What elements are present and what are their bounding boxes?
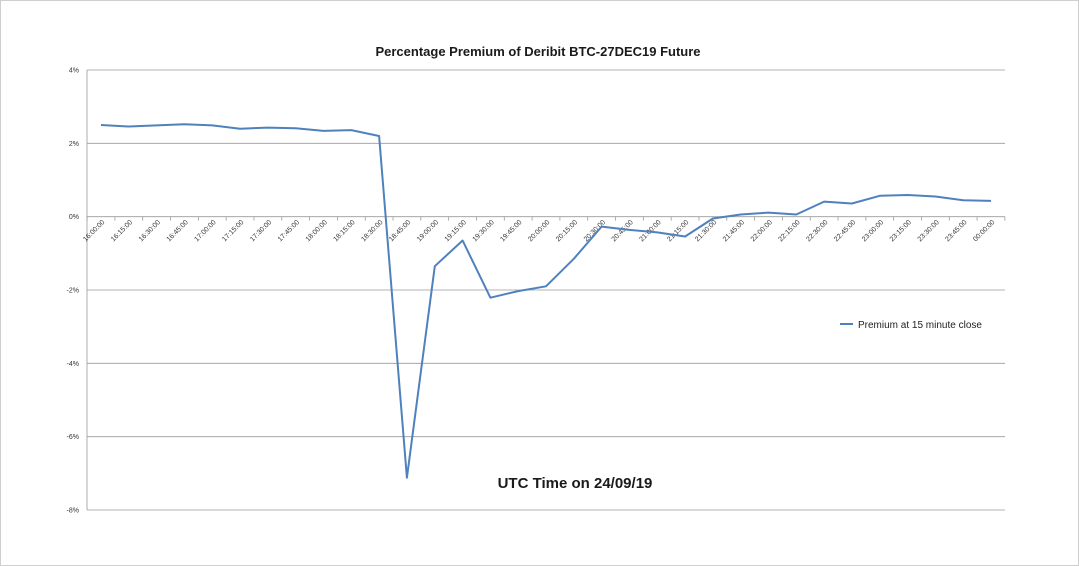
y-tick-label: 2%	[69, 141, 79, 148]
x-tick-label: 16:45:00	[166, 219, 190, 243]
x-tick-label: 16:15:00	[110, 219, 134, 243]
x-tick-label: 17:00:00	[193, 219, 217, 243]
x-tick-label: 19:30:00	[472, 219, 496, 243]
x-tick-label: 00:00:00	[972, 219, 996, 243]
x-tick-label: 19:15:00	[444, 219, 468, 243]
y-tick-label: -2%	[67, 288, 79, 295]
x-tick-label: 16:30:00	[138, 219, 162, 243]
x-axis-label: UTC Time on 24/09/19	[498, 475, 653, 492]
x-tick-label: 16:00:00	[82, 219, 106, 243]
x-tick-label: 17:15:00	[221, 219, 245, 243]
series-layer	[100, 123, 992, 479]
x-tick-label: 18:15:00	[333, 219, 357, 243]
x-tick-label: 21:45:00	[722, 219, 746, 243]
x-tick-label: 22:15:00	[778, 219, 802, 243]
y-tick-label: 0%	[69, 214, 79, 221]
x-tick-label: 19:00:00	[416, 219, 440, 243]
y-tick-label: -8%	[67, 508, 79, 515]
series-line	[100, 123, 992, 479]
x-tick-label: 19:45:00	[499, 219, 523, 243]
x-tick-label: 23:00:00	[861, 219, 885, 243]
x-tick-label: 23:45:00	[944, 219, 968, 243]
x-tick-label: 22:30:00	[805, 219, 829, 243]
x-tick-label: 23:30:00	[917, 219, 941, 243]
x-tick-label: 22:45:00	[833, 219, 857, 243]
legend: Premium at 15 minute close	[840, 320, 982, 331]
gridlines	[86, 69, 1005, 511]
x-tick-label: 21:15:00	[666, 219, 690, 243]
y-tick-label: -4%	[67, 361, 79, 368]
x-axis: 16:00:00 16:15:00 16:30:00 16:45:00 17:00:00…	[82, 216, 1006, 243]
y-tick-label: 4%	[69, 68, 79, 75]
y-axis: 4% 2% 0% -2% -4% -6% -8%	[67, 68, 79, 515]
x-tick-label: 18:30:00	[360, 219, 384, 243]
x-tick-label: 17:45:00	[277, 219, 301, 243]
x-tick-label: 22:00:00	[750, 219, 774, 243]
x-tick-label: 20:00:00	[527, 219, 551, 243]
x-tick-label: 18:45:00	[388, 219, 412, 243]
x-tick-label: 17:30:00	[249, 219, 273, 243]
x-tick-label: 20:30:00	[583, 219, 607, 243]
y-tick-label: -6%	[67, 434, 79, 441]
legend-label: Premium at 15 minute close	[858, 320, 982, 331]
x-tick-label: 23:15:00	[889, 219, 913, 243]
x-tick-label: 20:15:00	[555, 219, 579, 243]
chart-title: Percentage Premium of Deribit BTC-27DEC1…	[375, 44, 700, 59]
x-tick-label: 18:00:00	[305, 219, 329, 243]
x-tick-label: 20:45:00	[611, 219, 635, 243]
